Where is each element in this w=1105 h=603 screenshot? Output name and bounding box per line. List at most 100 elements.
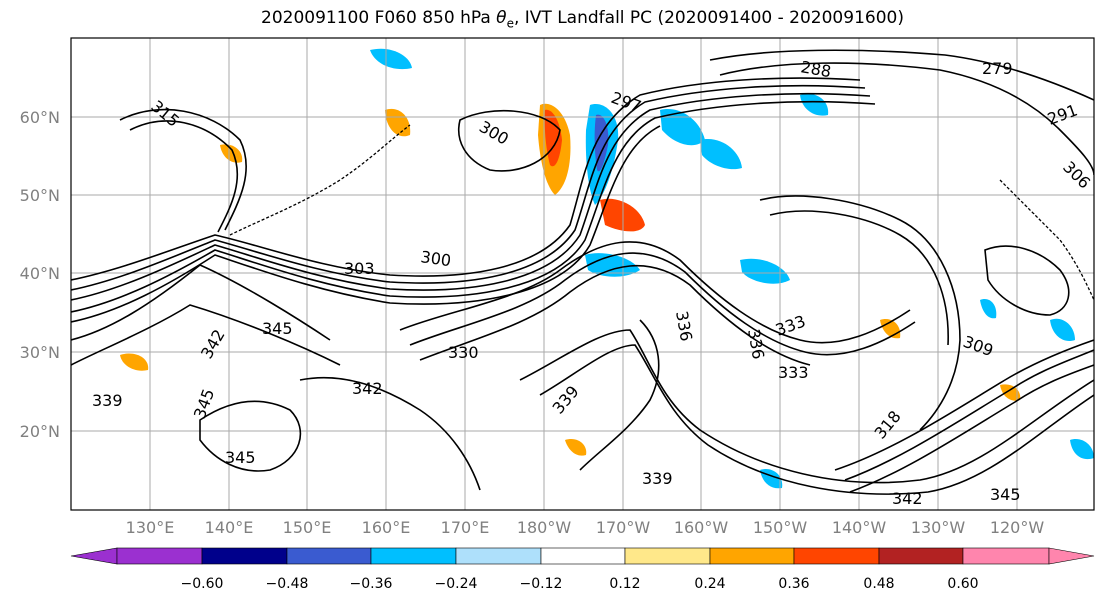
lon-label: 160°W <box>674 518 729 537</box>
contour-label: 345 <box>262 319 293 338</box>
lon-label: 140°W <box>832 518 887 537</box>
colorbar-segment <box>286 547 372 565</box>
contour-line <box>719 62 1094 176</box>
negative-anomaly-patch <box>740 258 790 284</box>
lon-label: 140°E <box>205 518 254 537</box>
colorbar-segment <box>793 547 880 565</box>
pc-anomaly-shading <box>120 48 1094 489</box>
contour-line <box>519 329 1094 484</box>
lat-label: 40°N <box>20 264 60 283</box>
contour-line <box>71 304 341 366</box>
colorbar-min-extend <box>70 547 118 565</box>
contour-line <box>71 92 871 301</box>
colorbar-segment <box>878 547 964 565</box>
contour-label: 333 <box>778 363 809 382</box>
lat-label: 20°N <box>20 422 60 441</box>
colorbar-tick-label: 0.36 <box>778 576 809 592</box>
map-area: 315 288 279 297 300 300 303 345 342 330 … <box>71 38 1094 510</box>
lon-label: 130°E <box>126 518 175 537</box>
contour-line <box>539 344 1094 495</box>
contour-line <box>769 210 949 346</box>
lat-label: 50°N <box>20 186 60 205</box>
colorbar-tick-label: 0.24 <box>694 576 725 592</box>
coastlines <box>229 124 1094 301</box>
lon-label: 180°W <box>517 518 572 537</box>
contour-label: 303 <box>344 259 375 278</box>
longitude-labels: 130°E 140°E 150°E 160°E 170°E 180°W 170°… <box>126 518 1045 537</box>
contour-line <box>849 364 1094 493</box>
contour-line <box>458 109 561 172</box>
contour-line <box>199 400 302 472</box>
contour-label: 339 <box>642 469 673 488</box>
positive-anomaly-patch <box>385 108 411 137</box>
colorbar-tick-label: 0.12 <box>609 576 640 592</box>
colorbar-tick-label: −0.24 <box>435 576 478 592</box>
coastline <box>229 124 411 236</box>
colorbar-max-extend <box>1048 547 1095 565</box>
contour-line <box>759 195 961 431</box>
colorbar-segment <box>201 547 288 565</box>
positive-anomaly-patch <box>565 439 587 456</box>
lat-label: 60°N <box>20 108 60 127</box>
lon-label: 160°E <box>362 518 411 537</box>
negative-anomaly-patch <box>700 139 742 170</box>
contour-line <box>71 264 331 341</box>
contour-label: 342 <box>352 379 383 398</box>
lon-label: 170°E <box>441 518 490 537</box>
colorbar-segment <box>962 547 1050 565</box>
lat-label: 30°N <box>20 343 60 362</box>
figure-title: 2020091100 F060 850 hPa θe, IVT Landfall… <box>261 8 904 31</box>
negative-anomaly-patch <box>980 299 997 319</box>
colorbar-segment <box>116 547 203 565</box>
contour-line <box>71 100 876 313</box>
map-background <box>71 38 1094 510</box>
latitude-labels: 60°N 50°N 40°N 30°N 20°N <box>20 108 60 441</box>
colorbar-tick-label: 0.60 <box>947 576 978 592</box>
contour-label: 300 <box>419 247 452 270</box>
theta-e-contours <box>71 49 1094 495</box>
contour-line <box>709 49 1094 101</box>
colorbar-segment <box>455 547 542 565</box>
contour-line <box>71 125 661 323</box>
contour-label: 345 <box>225 448 256 467</box>
colorbar-tick-labels: −0.60 −0.48 −0.36 −0.24 −0.12 0.12 0.24 … <box>181 576 979 592</box>
contour-label: 339 <box>92 391 123 410</box>
negative-anomaly-patch <box>585 253 640 277</box>
contour-label: 279 <box>982 59 1013 78</box>
lon-label: 150°E <box>283 518 332 537</box>
lon-label: 120°W <box>990 518 1045 537</box>
negative-anomaly-patch <box>1050 318 1075 342</box>
colorbar-tick-label: −0.36 <box>350 576 393 592</box>
contour-line <box>399 241 911 344</box>
colorbar-tick-label: −0.60 <box>181 576 224 592</box>
colorbar-tick-label: −0.48 <box>266 576 309 592</box>
map-frame <box>70 37 1095 511</box>
negative-anomaly-patch <box>660 109 705 146</box>
contour-line <box>129 120 239 233</box>
colorbar-segment <box>370 547 457 565</box>
positive-anomaly-patch <box>120 353 149 371</box>
positive-anomaly-patch <box>220 144 243 163</box>
colorbar-segment <box>540 547 626 565</box>
contour-line <box>71 77 861 281</box>
positive-anomaly-patch <box>1000 384 1021 401</box>
contour-line <box>409 252 916 356</box>
contour-line <box>119 108 247 231</box>
colorbar <box>70 547 1095 565</box>
colorbar-segment <box>709 547 795 565</box>
contour-line <box>834 339 1094 471</box>
lon-label: 170°W <box>596 518 651 537</box>
contour-line <box>984 245 1070 316</box>
lon-label: 130°W <box>911 518 966 537</box>
colorbar-tick-label: 0.48 <box>863 576 894 592</box>
contour-line <box>844 349 1094 481</box>
contour-label: 342 <box>892 489 923 508</box>
contour-label: 345 <box>990 485 1021 504</box>
negative-anomaly-patch <box>800 93 829 116</box>
contour-line <box>419 264 811 366</box>
contour-label: 330 <box>448 343 479 362</box>
contour-line <box>71 84 866 291</box>
colorbar-tick-label: −0.12 <box>520 576 563 592</box>
colorbar-segment <box>624 547 711 565</box>
